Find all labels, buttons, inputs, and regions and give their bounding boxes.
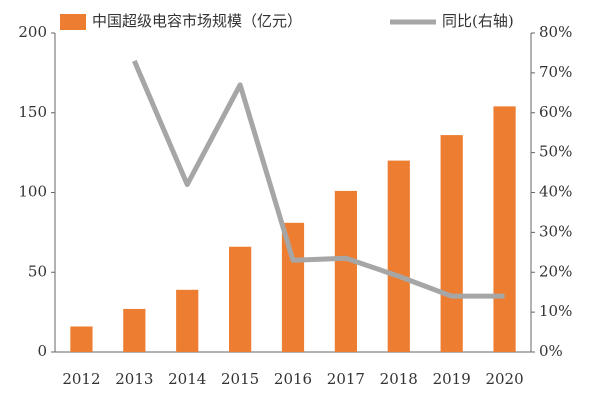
bar bbox=[493, 106, 516, 353]
x-tick-label: 2013 bbox=[115, 370, 153, 388]
y-tick-label: 200 bbox=[18, 23, 47, 41]
y2-tick-label: 10% bbox=[539, 302, 572, 320]
x-tick-label: 2018 bbox=[380, 370, 418, 388]
line bbox=[132, 59, 505, 299]
y2-tick-label: 80% bbox=[539, 23, 572, 41]
bar bbox=[281, 222, 305, 352]
x-tick-label: 2012 bbox=[62, 370, 100, 388]
legend-label: 同比(右轴) bbox=[442, 12, 514, 30]
x-tick-label: 2015 bbox=[221, 370, 259, 388]
y2-tick-label: 30% bbox=[539, 222, 572, 240]
bar bbox=[70, 326, 93, 352]
x-tick-label: 2017 bbox=[327, 370, 365, 388]
bar bbox=[123, 308, 146, 352]
bar bbox=[440, 135, 463, 352]
y-tick-label: 0 bbox=[37, 342, 47, 360]
bar bbox=[334, 190, 357, 352]
bar bbox=[176, 289, 199, 352]
legend-label: 中国超级电容市场规模（亿元） bbox=[92, 12, 302, 30]
y-tick-label: 50 bbox=[28, 262, 47, 280]
legend-swatch bbox=[60, 14, 86, 30]
y2-tick-label: 50% bbox=[539, 143, 572, 161]
x-tick-label: 2019 bbox=[433, 370, 471, 388]
y2-tick-label: 40% bbox=[539, 183, 572, 201]
y2-tick-label: 20% bbox=[539, 262, 572, 280]
y2-tick-label: 60% bbox=[539, 103, 572, 121]
y2-tick-label: 0% bbox=[539, 342, 563, 360]
bar bbox=[229, 246, 252, 352]
y-tick-label: 100 bbox=[18, 183, 47, 201]
x-tick-label: 2016 bbox=[274, 370, 312, 388]
bar bbox=[387, 160, 410, 352]
y-tick-label: 150 bbox=[18, 103, 47, 121]
y2-tick-label: 70% bbox=[539, 63, 572, 81]
x-tick-label: 2014 bbox=[168, 370, 206, 388]
x-tick-label: 2020 bbox=[485, 370, 523, 388]
